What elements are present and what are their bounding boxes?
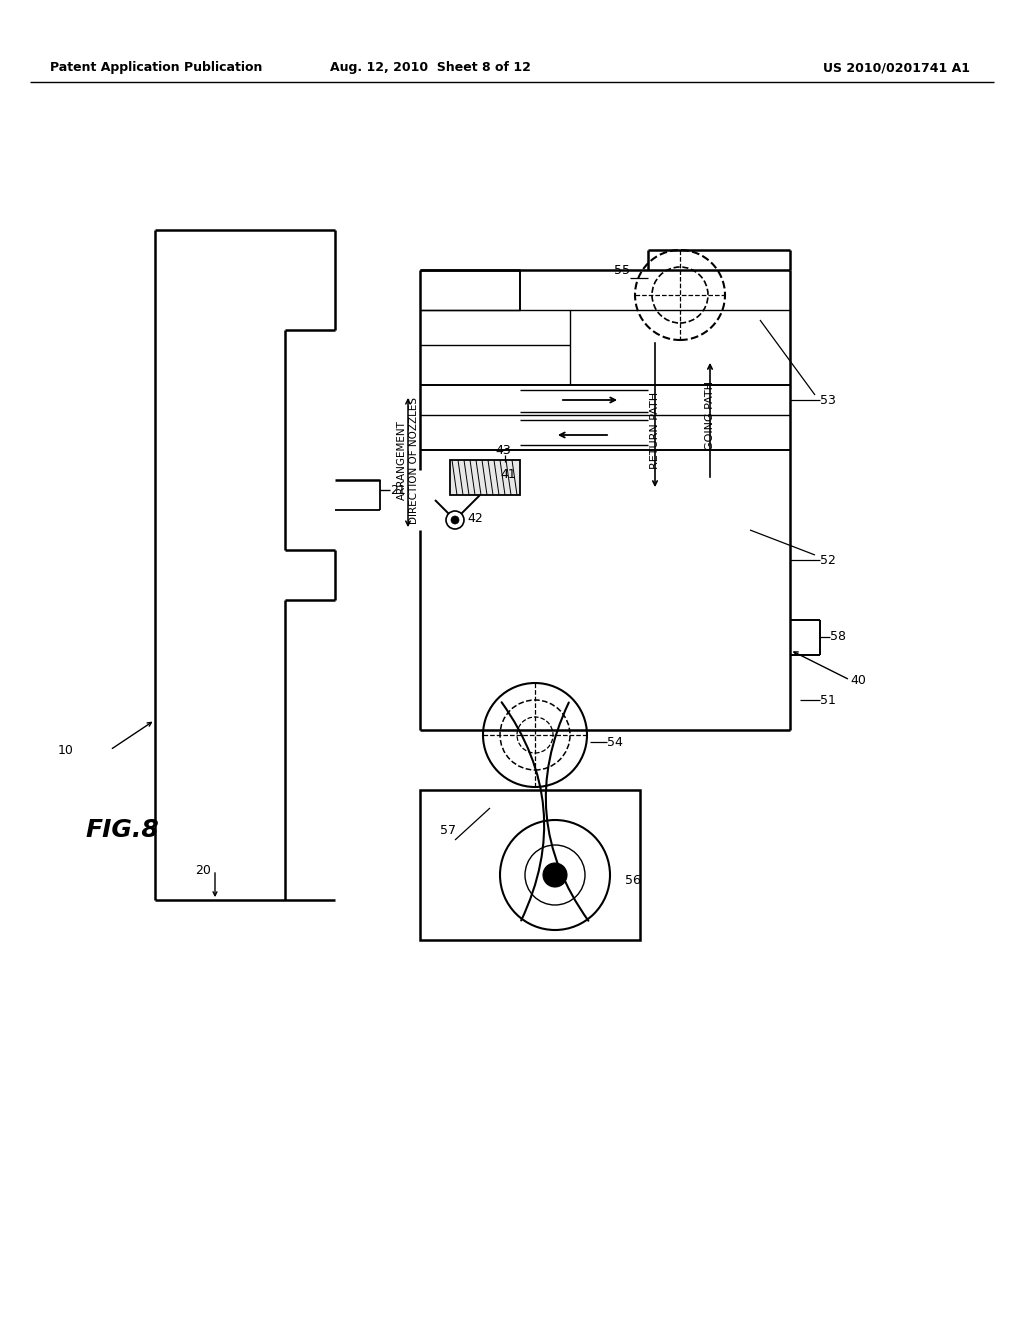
Text: 58: 58 xyxy=(830,631,846,644)
Text: ARRANGEMENT
DIRECTION OF NOZZLES: ARRANGEMENT DIRECTION OF NOZZLES xyxy=(397,396,419,524)
Text: US 2010/0201741 A1: US 2010/0201741 A1 xyxy=(823,62,970,74)
Bar xyxy=(450,459,520,495)
Text: 43: 43 xyxy=(495,444,511,457)
Text: 21: 21 xyxy=(390,483,406,496)
Text: RETURN PATH: RETURN PATH xyxy=(650,392,660,469)
Text: 41: 41 xyxy=(500,469,516,482)
Text: 42: 42 xyxy=(467,511,482,524)
Circle shape xyxy=(543,863,567,887)
Text: 56: 56 xyxy=(625,874,641,887)
Circle shape xyxy=(446,511,464,529)
Text: 57: 57 xyxy=(440,824,456,837)
Text: 10: 10 xyxy=(58,743,74,756)
Text: 52: 52 xyxy=(820,553,836,566)
Text: 53: 53 xyxy=(820,393,836,407)
Text: 55: 55 xyxy=(614,264,630,276)
Bar xyxy=(420,789,640,940)
Text: Aug. 12, 2010  Sheet 8 of 12: Aug. 12, 2010 Sheet 8 of 12 xyxy=(330,62,530,74)
Text: 40: 40 xyxy=(850,673,866,686)
Text: 20: 20 xyxy=(195,863,211,876)
Text: 54: 54 xyxy=(607,735,623,748)
Text: 51: 51 xyxy=(820,693,836,706)
Text: FIG.8: FIG.8 xyxy=(85,818,159,842)
Text: GOING PATH: GOING PATH xyxy=(705,380,715,450)
Text: Patent Application Publication: Patent Application Publication xyxy=(50,62,262,74)
Circle shape xyxy=(451,516,459,524)
